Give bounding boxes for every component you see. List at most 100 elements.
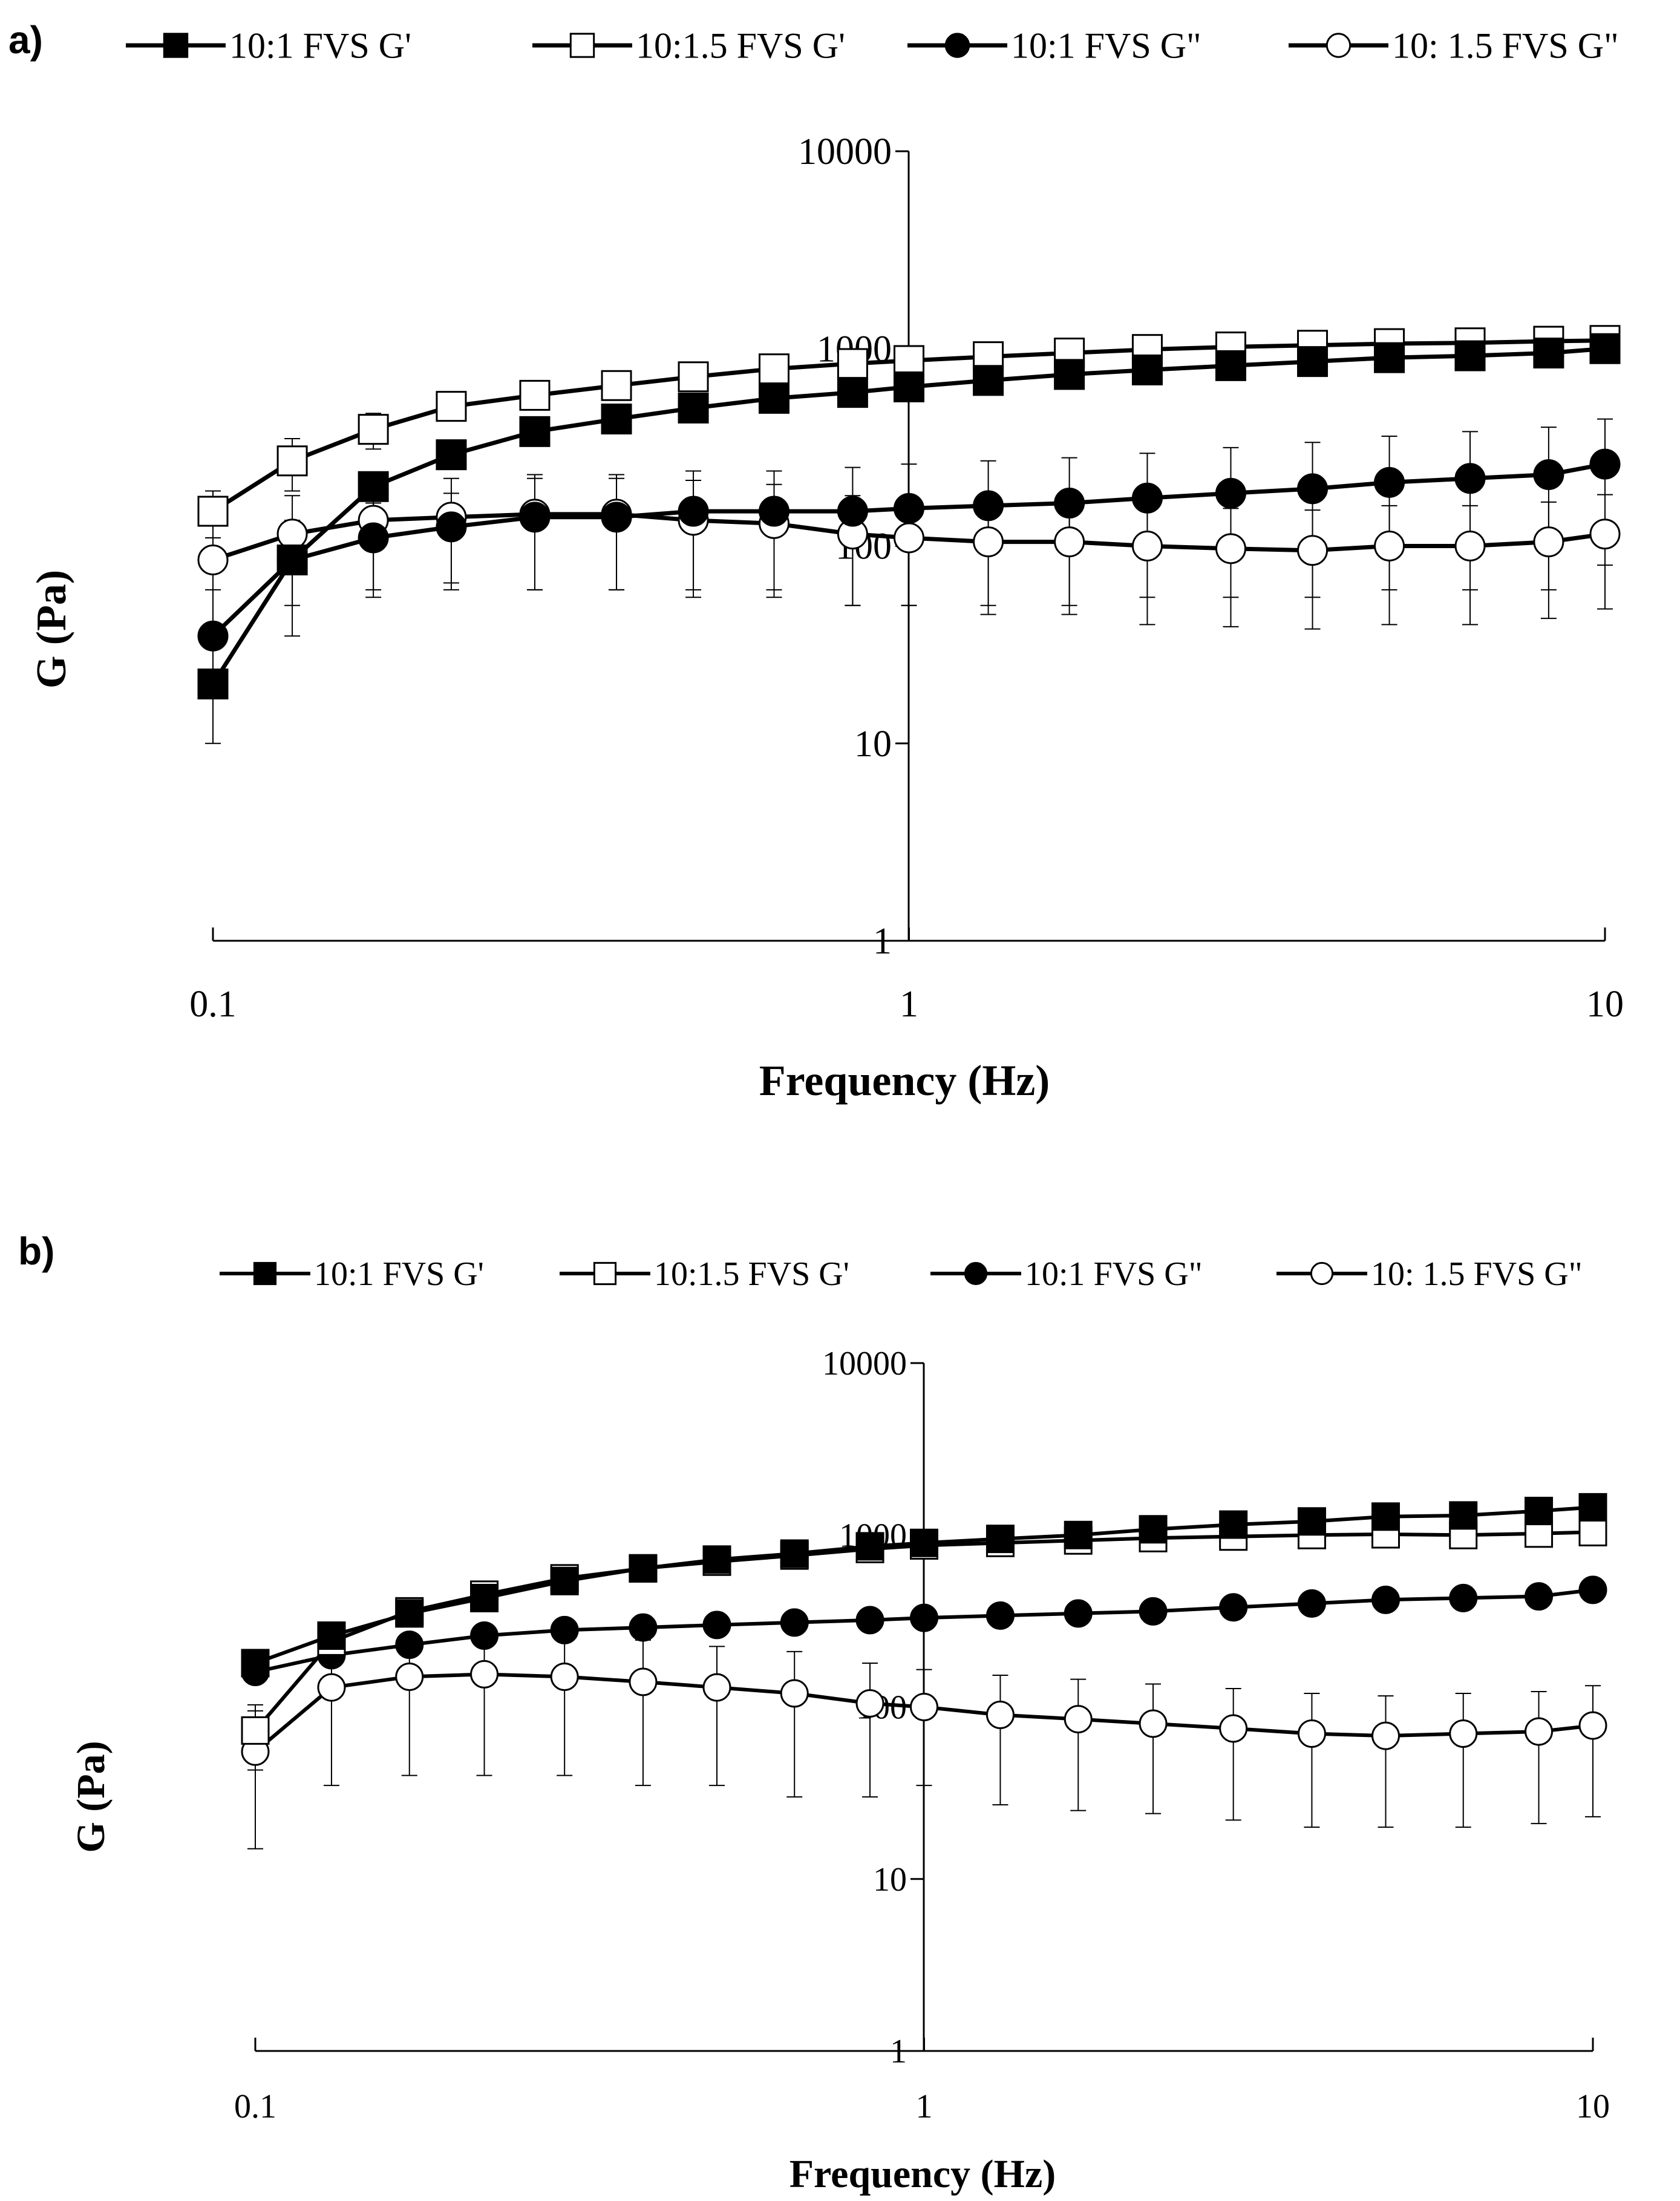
data-point [1297,1507,1326,1536]
data-point [470,1621,499,1650]
data-point [1054,526,1085,558]
legend-a: 10:1 FVS G' 10:1.5 FVS G' 10:1 FVS G" 10: 1… [126,25,1619,65]
x-tick-label: 0.1 [189,984,237,1025]
markers-series-4 [241,1660,1607,1766]
data-point [436,511,467,543]
x-tick-label: 0.1 [234,2088,276,2125]
data-point [1454,463,1486,494]
data-point [1589,518,1621,550]
data-point [358,471,389,502]
markers-series-3 [241,1575,1607,1686]
data-point [1054,359,1085,390]
data-point [629,1667,658,1696]
data-point [1139,1709,1168,1738]
data-point [678,495,709,527]
data-point [395,1630,424,1660]
legend-marker [569,33,595,58]
data-point [894,345,924,376]
legend-item-1: 10:1 FVS G' [126,25,411,65]
x-axis-label-a: Frequency (Hz) [759,1056,1050,1105]
chart-panel-a: a) 10:1 FVS G' 10:1.5 FVS G' 10:1 FVS G" 10… [8,18,1624,1105]
markers-series-1 [197,333,1621,700]
data-point [1219,1593,1248,1622]
data-point [1371,1721,1401,1750]
data-point [1297,1589,1326,1618]
data-point [894,371,924,402]
data-point [601,370,632,401]
data-point [601,502,632,533]
data-point [1589,333,1621,364]
data-point [702,1545,731,1574]
data-point [1578,1517,1607,1546]
data-point [1578,1575,1607,1604]
data-point [1297,346,1329,378]
data-point [1533,459,1564,490]
data-point [780,1608,809,1637]
data-point [470,1660,499,1689]
data-point [837,348,868,379]
axes-a: 0.1110110100100010000 [189,131,1624,1025]
data-point [973,526,1004,558]
chart-panel-b: b) 10:1 FVS G' 10:1.5 FVS G' 10:1 FVS G" 10… [0,1216,1680,2201]
data-point [241,1649,270,1678]
legend-marker [253,1261,277,1286]
data-point [395,1599,424,1628]
data-point [1064,1599,1093,1628]
data-point [973,365,1004,396]
data-point [702,1673,731,1702]
data-point [1297,535,1329,566]
data-point [678,392,709,424]
data-point [519,379,551,411]
data-point [629,1554,658,1583]
legend-item-1: 10:1 FVS G' [220,1255,484,1293]
data-point [1064,1705,1093,1734]
data-point [910,1603,938,1632]
data-point [780,1539,809,1568]
data-point [358,414,389,445]
markers-series-1 [241,1493,1607,1678]
data-point [436,439,467,471]
x-tick-label: 1 [900,984,918,1025]
data-point [241,1716,270,1745]
data-point [1371,1502,1401,1531]
data-point [837,495,868,527]
data-point [1533,526,1564,558]
data-point [317,1673,346,1702]
data-point [519,502,551,533]
legend-label: 10:1 FVS G' [229,25,411,65]
data-point [1449,1583,1478,1612]
data-point [678,361,709,393]
data-point [1525,1717,1554,1746]
data-point [837,377,868,408]
legend-item-3: 10:1 FVS G" [930,1255,1203,1293]
data-point [1374,342,1405,373]
data-point [1525,1582,1554,1611]
data-point [1215,350,1246,381]
data-point [855,1689,884,1718]
data-point [1525,1496,1554,1525]
legend-item-4: 10: 1.5 FVS G" [1289,25,1619,65]
x-tick-label: 1 [916,2088,933,2125]
data-point [1449,1501,1478,1530]
legend-item-2: 10:1.5 FVS G' [532,25,845,65]
data-point [1219,1510,1248,1539]
data-point [197,620,229,652]
data-point [197,669,229,700]
data-point [629,1613,658,1642]
data-point [276,445,308,477]
legend-marker [944,33,970,58]
legend-label: 10: 1.5 FVS G" [1371,1255,1583,1293]
legend-b: 10:1 FVS G' 10:1.5 FVS G' 10:1 FVS G" 10: 1… [220,1255,1583,1293]
data-point [550,1662,579,1691]
legend-item-3: 10:1 FVS G" [907,25,1201,65]
data-point [197,545,229,576]
data-point [470,1583,499,1612]
data-point [317,1621,346,1650]
x-tick-label: 10 [1576,2088,1610,2125]
data-point [759,382,790,414]
data-point [436,391,467,422]
data-point [1454,531,1486,561]
chart-b-svg: b) 10:1 FVS G' 10:1.5 FVS G' 10:1 FVS G" 10… [18,1229,1610,2196]
data-point [855,1606,884,1635]
data-point [910,1528,938,1557]
